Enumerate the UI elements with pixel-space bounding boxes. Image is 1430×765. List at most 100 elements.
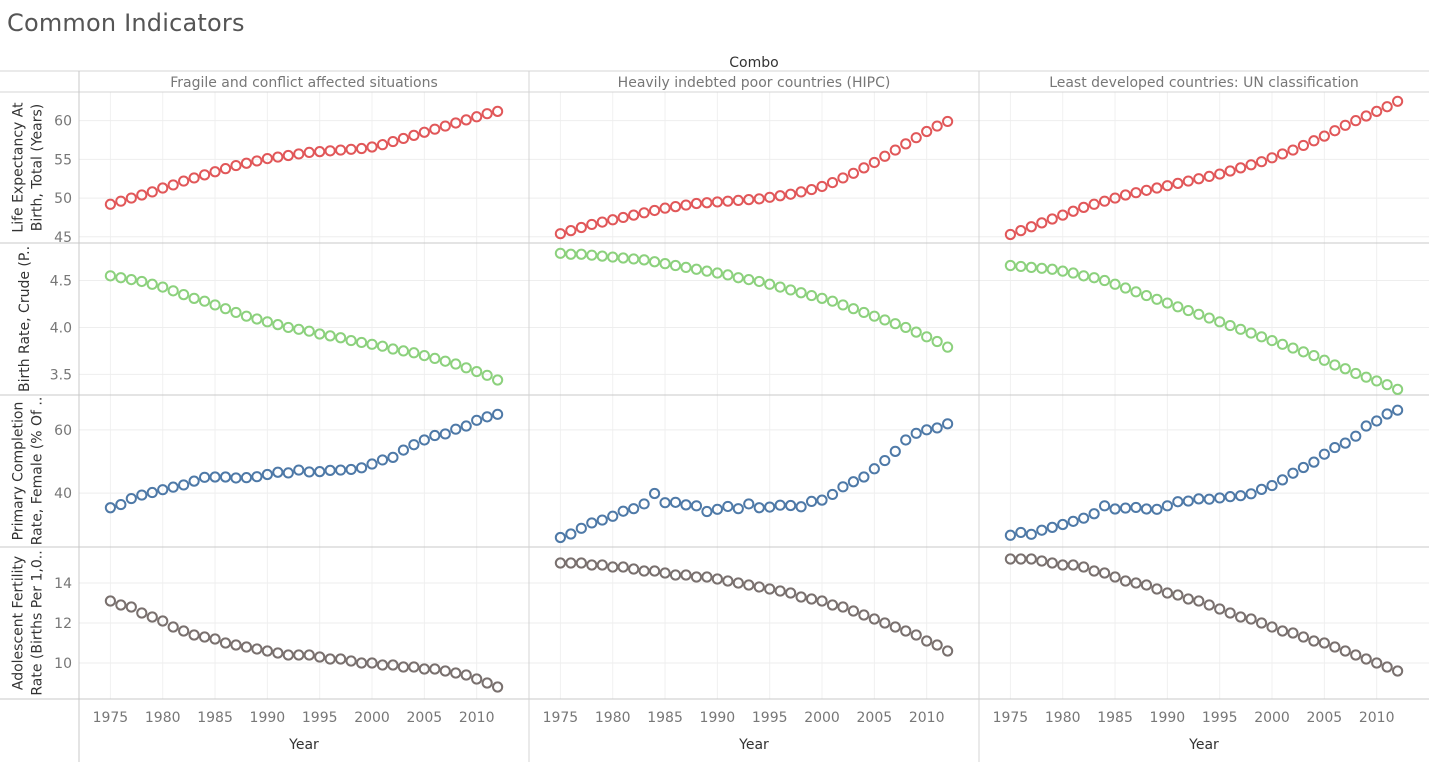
data-point [586,218,598,231]
x-tick-label: 2005 [407,710,443,726]
data-point [230,159,242,172]
data-point [429,663,441,675]
data-point [492,408,504,420]
data-point [596,559,608,571]
data-point [492,681,504,693]
data-point [136,189,148,201]
data-point [554,247,566,259]
data-point [408,439,420,451]
data-point [805,183,818,196]
data-point [900,625,912,637]
data-point [575,248,587,260]
data-point [1381,408,1393,420]
data-point [607,510,619,522]
data-point [1297,139,1310,152]
data-point [1140,289,1153,302]
data-point [1371,105,1383,117]
y-tick-label: 4.0 [50,320,72,336]
page-title: Common Indicators [7,9,245,37]
data-point [774,190,786,202]
data-point [335,653,347,665]
data-point [293,323,305,335]
x-tick-label: 2005 [857,710,893,726]
data-point [816,292,828,304]
data-point [942,645,954,657]
data-point [136,489,148,501]
data-point [366,338,378,350]
data-point [481,677,493,689]
data-point [125,273,137,286]
data-point [397,661,410,673]
data-point [178,289,190,301]
data-point [764,583,776,595]
data-point [889,621,901,633]
data-point [565,557,577,569]
data-point [219,303,232,315]
data-point [125,492,137,505]
data-point [1297,631,1310,643]
data-point [366,458,378,470]
data-point [795,287,807,299]
data-point [1360,420,1372,432]
data-point [1004,553,1016,565]
data-point [648,487,661,500]
data-point [1015,260,1027,273]
data-point [837,601,849,613]
data-point [868,156,880,169]
data-point [1329,359,1341,371]
x-tick-label: 2010 [1359,710,1395,726]
data-point [136,607,148,619]
data-point [261,152,273,165]
data-point [1308,456,1320,468]
data-point [1371,415,1383,427]
data-point [565,248,577,260]
data-point [816,494,828,506]
data-point [1371,375,1383,387]
data-point [889,318,901,330]
data-point [167,621,179,633]
data-point [1057,518,1069,531]
data-point [219,637,232,649]
data-point [1193,173,1205,185]
data-point [335,144,347,156]
data-point [345,463,357,476]
data-point [230,472,242,484]
data-point [1276,338,1289,350]
data-point [732,194,744,207]
data-point [272,319,284,331]
data-point [711,573,723,585]
data-point [1057,209,1069,221]
data-point [648,256,661,268]
data-point [314,651,326,663]
data-point [669,496,682,508]
data-point [669,569,682,581]
data-point [209,471,221,483]
data-point [805,495,818,507]
data-point [826,177,839,189]
data-point [722,575,734,587]
data-point [157,615,169,627]
data-point [1151,503,1163,515]
data-point [272,151,284,163]
data-point [942,115,954,128]
x-tick-label: 2005 [1307,710,1343,726]
data-point [1046,557,1058,569]
data-point [1078,512,1090,524]
data-point [219,471,232,483]
data-point [1266,621,1278,633]
y-tick-label: 50 [54,191,72,207]
y-tick-label: 3.5 [50,367,72,383]
data-point [1130,187,1142,199]
data-point [1224,491,1236,503]
data-point [1339,363,1351,375]
x-tick-label: 1990 [1150,710,1186,726]
data-point [1266,152,1278,164]
data-point [1119,502,1132,514]
data-point [648,565,661,577]
data-point [931,639,943,651]
data-point [575,221,587,234]
data-point [690,197,703,210]
data-point [1329,441,1341,454]
data-point [1067,205,1079,217]
data-point [921,635,933,647]
